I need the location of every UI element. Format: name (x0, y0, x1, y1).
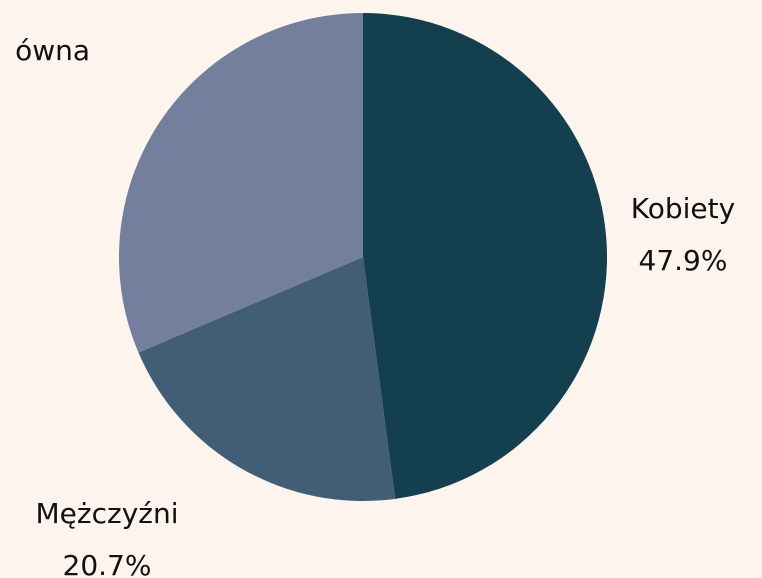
slice-value-label: 20.7% (63, 549, 152, 578)
slice-label: ówna (15, 34, 90, 67)
pie-slice (363, 13, 607, 499)
slice-value-label: 47.9% (639, 244, 728, 277)
slice-label: Mężczyźni (36, 497, 179, 530)
slice-label: Kobiety (631, 192, 735, 225)
pie-slice (138, 257, 396, 501)
pie-slice (118, 13, 363, 353)
